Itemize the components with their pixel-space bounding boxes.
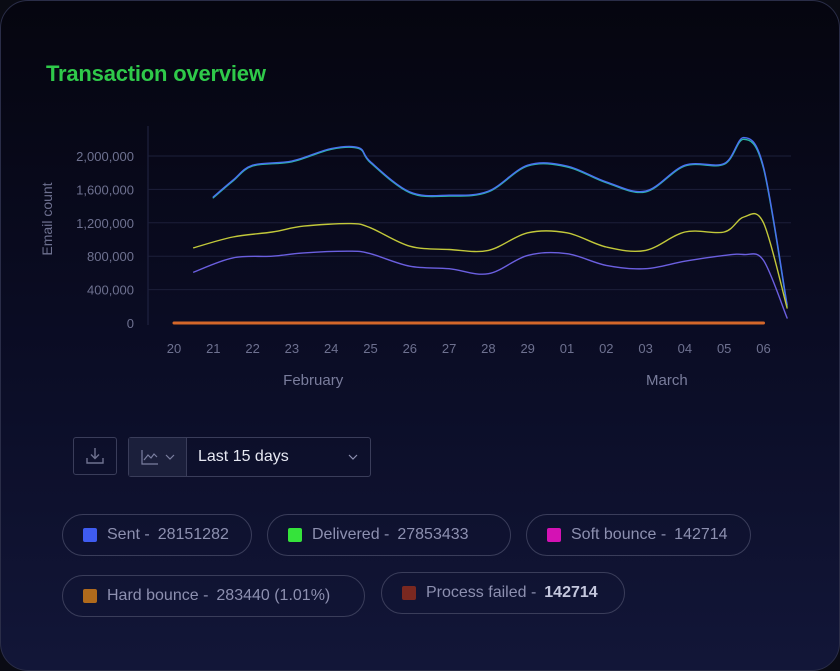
y-tick-label: 1,200,000 [76, 216, 134, 231]
x-tick-label: 26 [403, 341, 417, 356]
download-icon [86, 448, 104, 464]
y-tick-label: 400,000 [87, 283, 134, 298]
line-chart-icon [140, 450, 158, 465]
y-tick-label: 0 [127, 316, 134, 331]
y-tick-label: 800,000 [87, 249, 134, 264]
legend-label: Sent - [107, 526, 150, 543]
chevron-down-icon [165, 454, 174, 460]
page-title: Transaction overview [46, 61, 266, 86]
download-button[interactable] [73, 437, 117, 475]
legend-value: 28151282 [157, 526, 229, 543]
legend-label: Hard bounce - [107, 587, 209, 604]
legend-label: Delivered - [312, 526, 390, 543]
x-tick-label: 04 [678, 341, 692, 356]
x-tick-label: 28 [481, 341, 495, 356]
legend-delivered[interactable]: Delivered - 27853433 [267, 514, 511, 556]
legend-sent[interactable]: Sent - 28151282 [62, 514, 252, 556]
legend-value: 27853433 [397, 526, 469, 543]
x-tick-label: 05 [717, 341, 731, 356]
x-tick-label: 25 [363, 341, 377, 356]
chart-type-toggle[interactable] [129, 438, 187, 476]
date-range-value: Last 15 days [198, 448, 289, 465]
date-range-select[interactable]: Last 15 days [128, 437, 371, 477]
legend-value: 142714 [674, 526, 728, 543]
x-tick-label: 06 [756, 341, 770, 356]
legend-value: 283440 (1.01%) [216, 587, 331, 604]
x-tick-label: 20 [167, 341, 181, 356]
legend-label: Soft bounce - [571, 526, 667, 543]
legend-swatch [83, 528, 97, 542]
x-tick-label: 29 [520, 341, 534, 356]
legend-swatch [288, 528, 302, 542]
y-tick-label: 1,600,000 [76, 182, 134, 197]
legend-swatch [547, 528, 561, 542]
legend-hard-bounce[interactable]: Hard bounce - 283440 (1.01%) [62, 575, 365, 617]
x-tick-label: 23 [285, 341, 299, 356]
x-tick-label: 21 [206, 341, 220, 356]
series-line-1 [212, 136, 788, 306]
line-chart: 0 400,000 800,000 1,200,000 1,600,000 2,000,0… [39, 126, 791, 389]
x-month-label: February [283, 372, 344, 389]
x-tick-label: 27 [442, 341, 456, 356]
legend-label: Process failed - [426, 584, 537, 601]
legend-soft-bounce[interactable]: Soft bounce - 142714 [526, 514, 751, 556]
y-axis-label: Email count [39, 182, 55, 255]
series-line-3 [193, 250, 788, 319]
x-tick-label: 02 [599, 341, 613, 356]
legend-swatch [402, 586, 416, 600]
x-tick-label: 22 [245, 341, 259, 356]
x-tick-label: 03 [638, 341, 652, 356]
x-tick-label: 01 [560, 341, 574, 356]
legend-swatch [83, 589, 97, 603]
series-line-2 [193, 212, 788, 309]
legend-value: 142714 [544, 584, 598, 601]
y-tick-label: 2,000,000 [76, 149, 134, 164]
x-tick-label: 24 [324, 341, 338, 356]
legend-process-failed[interactable]: Process failed - 142714 [381, 572, 625, 614]
x-month-label: March [646, 372, 688, 389]
chevron-down-icon [348, 454, 358, 460]
